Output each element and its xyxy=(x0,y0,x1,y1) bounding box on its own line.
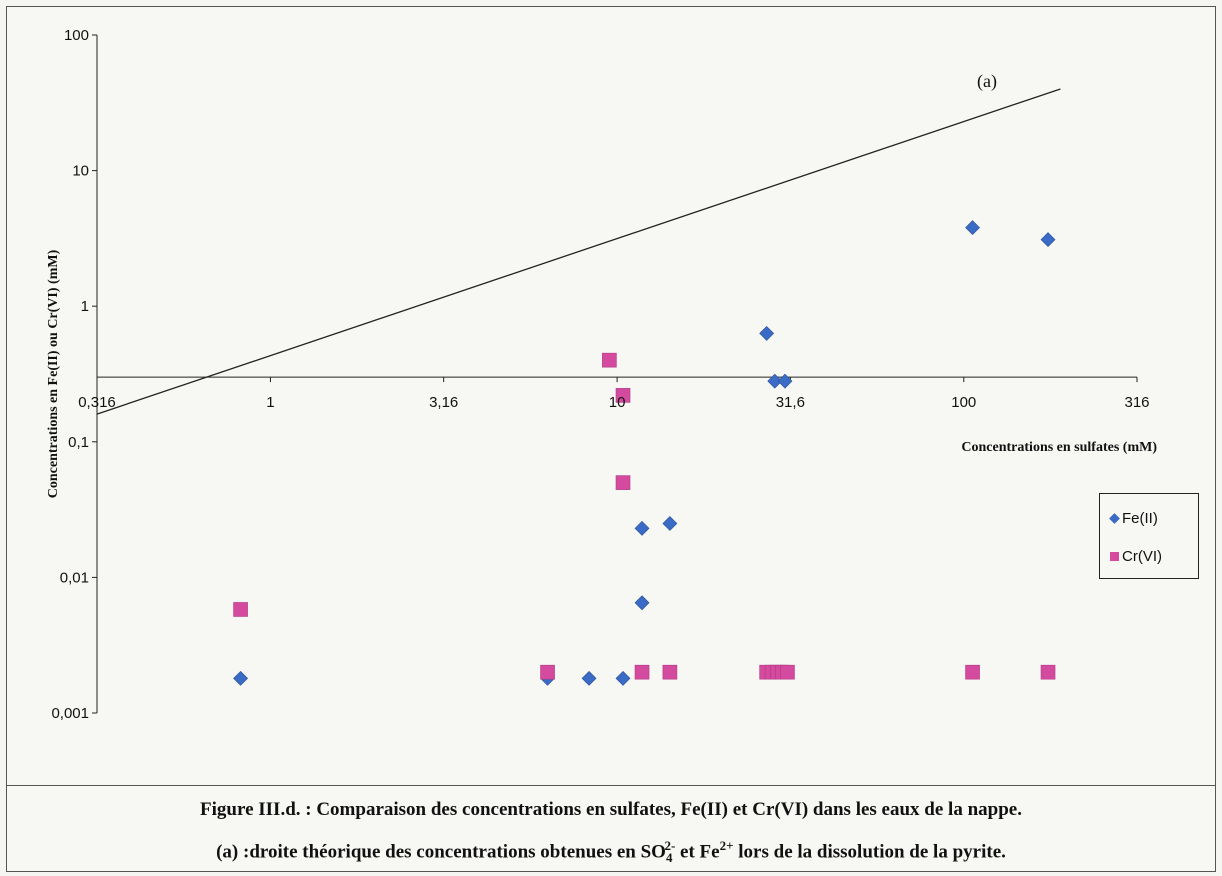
x-tick-label: 316 xyxy=(1124,394,1149,411)
y-tick-label: 1 xyxy=(81,298,89,315)
x-tick-label: 10 xyxy=(609,394,626,411)
chart-figure: 0,001 0,01 0,1 1 10 100 0,316 1 3,16 10 31,6 100 316… xyxy=(6,6,1216,872)
theoretical-line-layer xyxy=(96,88,1061,415)
x-tick-label: 3,16 xyxy=(429,394,458,411)
legend-label-cr: Cr(VI) xyxy=(1122,547,1162,565)
y-axis-title: Concentrations en Fe(II) ou Cr(VI) (mM) xyxy=(46,249,61,498)
fe-ii-point xyxy=(634,595,650,611)
x-tick-label: 0,316 xyxy=(78,394,116,411)
cr-vi-point xyxy=(780,664,795,680)
caption-so4-superscript: 2- xyxy=(664,838,676,853)
y-tick-label: 10 xyxy=(72,163,89,180)
caption-line-2-suffix: lors de la dissolution de la pyrite. xyxy=(733,841,1006,863)
chart-legend: Fe(II) Cr(VI) xyxy=(1099,493,1199,579)
y-tick-label: 100 xyxy=(64,27,89,44)
x-axis-title: Concentrations en sulfates (mM) xyxy=(961,440,1157,455)
x-tick-label: 31,6 xyxy=(776,394,805,411)
fe-ii-point xyxy=(615,670,631,686)
legend-label-fe: Fe(II) xyxy=(1122,509,1158,527)
fe-ii-point xyxy=(777,373,793,389)
x-tick-label: 1 xyxy=(266,394,274,411)
fe-ii-point xyxy=(1040,232,1056,247)
caption-line-2-prefix: (a) :droite théorique des concentrations… xyxy=(216,841,666,863)
cr-vi-point xyxy=(634,664,650,680)
caption-line-1: Figure III.d. : Comparaison des concentr… xyxy=(200,799,1022,820)
figure-caption: Figure III.d. : Comparaison des concentr… xyxy=(6,785,1216,872)
fe-ii-point xyxy=(767,373,783,389)
legend-item-cr: Cr(VI) xyxy=(1110,546,1162,566)
cr-vi-point xyxy=(662,664,678,680)
theoretical-line-label: (a) xyxy=(977,71,997,92)
fe-ii-point xyxy=(634,520,650,536)
fe-ii-point xyxy=(759,325,775,341)
fe-ii-point xyxy=(662,516,678,531)
cr-vi-point xyxy=(615,388,631,403)
fe-ii-point xyxy=(233,670,248,686)
caption-line-2: (a) :droite théorique des concentrations… xyxy=(6,828,1216,876)
cr-vi-point xyxy=(540,664,555,680)
y-tick-label: 0,001 xyxy=(51,705,89,722)
cr-vi-point xyxy=(602,352,617,368)
cr-vi-point xyxy=(233,602,248,617)
fe-ii-point xyxy=(581,670,597,686)
diamond-marker-icon xyxy=(1109,512,1120,524)
caption-so4-subscript: 4 xyxy=(665,850,673,866)
axes-layer xyxy=(92,34,1138,714)
x-tick-label: 100 xyxy=(951,394,976,411)
cr-vi-point xyxy=(615,475,631,490)
y-tick-label: 0,1 xyxy=(68,434,89,451)
caption-line-2-middle: et Fe xyxy=(675,841,720,863)
cr-vi-point xyxy=(1040,664,1056,680)
chart-plot: 0,001 0,01 0,1 1 10 100 0,316 1 3,16 10 31,6 100 316… xyxy=(46,27,1157,722)
cr-vi-point xyxy=(965,664,980,680)
legend-item-fe: Fe(II) xyxy=(1109,508,1158,528)
theoretical-line xyxy=(96,88,1061,415)
y-tick-label: 0,01 xyxy=(60,569,89,586)
fe-ii-point xyxy=(965,220,980,236)
labels-layer: 0,001 0,01 0,1 1 10 100 0,316 1 3,16 10 31,6 100 316… xyxy=(46,27,1157,722)
caption-fe-superscript: 2+ xyxy=(719,838,734,853)
points-layer xyxy=(233,220,1056,686)
square-marker-icon xyxy=(1110,551,1119,561)
